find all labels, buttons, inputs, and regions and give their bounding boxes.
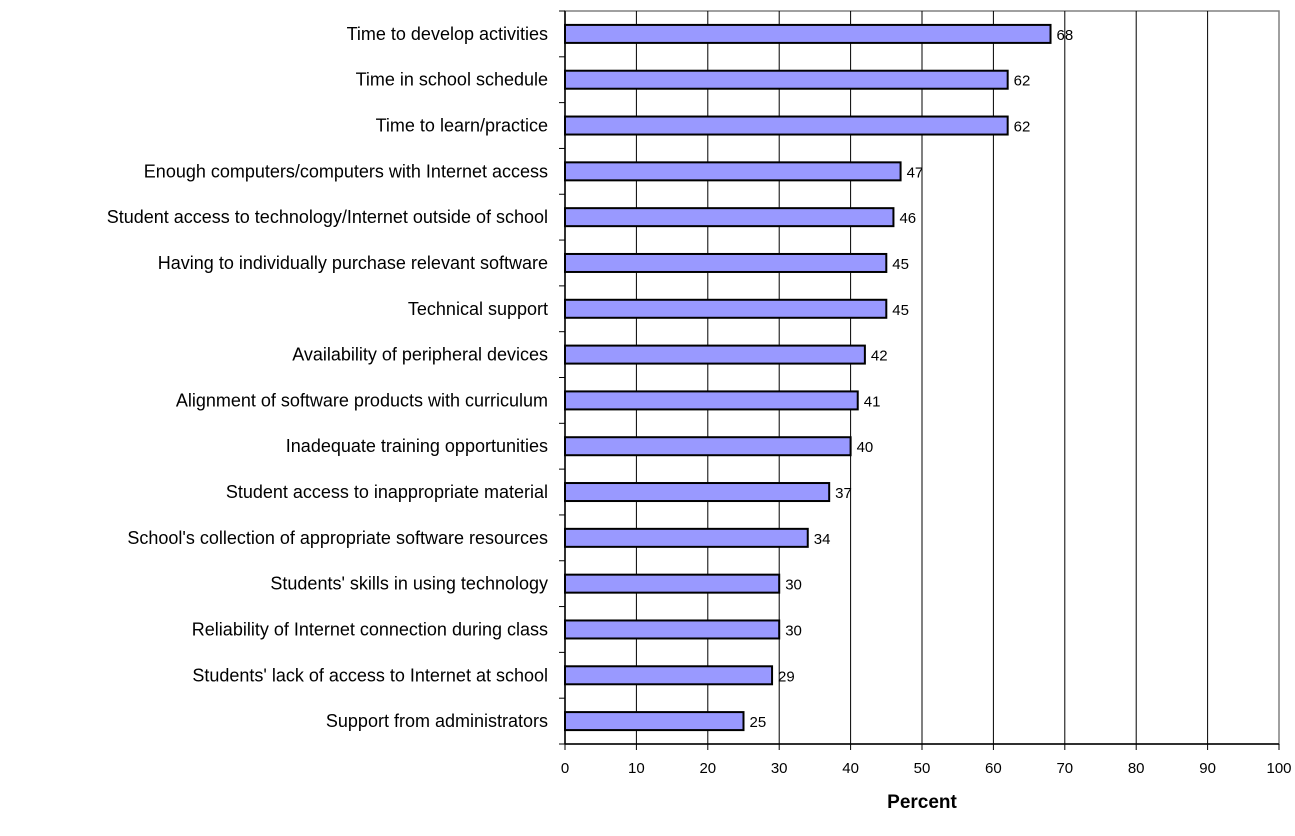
bar-4 [565,208,893,226]
x-tick-label: 30 [771,760,788,777]
data-label: 25 [750,714,767,731]
bar-6 [565,300,886,318]
data-label: 68 [1057,27,1074,44]
category-label: Technical support [408,299,548,319]
data-label: 45 [892,256,909,273]
category-label: Having to individually purchase relevant… [158,253,548,273]
bar-15 [565,712,744,730]
category-label: Time in school schedule [356,70,548,90]
data-label: 37 [835,485,852,502]
category-labels: Time to develop activities Time in school… [107,24,548,731]
data-label: 62 [1014,119,1031,136]
category-label: Students' skills in using technology [270,574,548,594]
bar-5 [565,254,886,272]
x-tick-label: 0 [561,760,569,777]
bar-10 [565,483,829,501]
category-label: School's collection of appropriate softw… [127,528,548,548]
bar-9 [565,437,851,455]
data-label: 62 [1014,73,1031,90]
x-tick-label: 60 [985,760,1002,777]
category-label: Time to develop activities [347,24,548,44]
category-label: Support from administrators [326,711,548,731]
bar-13 [565,620,779,638]
x-axis-title: Percent [887,792,957,813]
data-label: 40 [857,439,874,456]
x-tick-label: 40 [842,760,859,777]
x-tick-label: 70 [1056,760,1073,777]
bar-11 [565,529,808,547]
data-label: 29 [778,668,795,685]
bar-14 [565,666,772,684]
x-tick-label: 100 [1266,760,1291,777]
bar-7 [565,346,865,364]
bar-8 [565,391,858,409]
data-label: 30 [785,577,802,594]
data-label: 34 [814,531,831,548]
category-label: Students' lack of access to Internet at … [192,665,548,685]
x-tick-label: 50 [914,760,931,777]
bar-0 [565,25,1051,43]
x-tick-label: 10 [628,760,645,777]
category-label: Enough computers/computers with Internet… [144,161,548,181]
category-label: Availability of peripheral devices [292,345,548,365]
category-label: Student access to inappropriate material [226,482,548,502]
category-label: Time to learn/practice [376,116,548,136]
x-tick-label: 20 [699,760,716,777]
category-label: Reliability of Internet connection durin… [192,619,548,639]
x-tick-labels: 0 10 20 30 40 50 60 70 80 90 100 [561,760,1292,777]
bar-2 [565,117,1008,135]
category-label: Inadequate training opportunities [286,436,548,456]
category-label: Student access to technology/Internet ou… [107,207,548,227]
data-label: 47 [907,164,924,181]
bar-1 [565,71,1008,89]
data-label: 41 [864,393,881,410]
data-label: 46 [899,210,916,227]
x-tick-label: 80 [1128,760,1145,777]
x-tick-label: 90 [1199,760,1216,777]
data-label: 42 [871,348,888,365]
data-label: 30 [785,622,802,639]
data-label: 45 [892,302,909,319]
category-label: Alignment of software products with curr… [176,390,548,410]
bar-12 [565,575,779,593]
bar-3 [565,162,901,180]
